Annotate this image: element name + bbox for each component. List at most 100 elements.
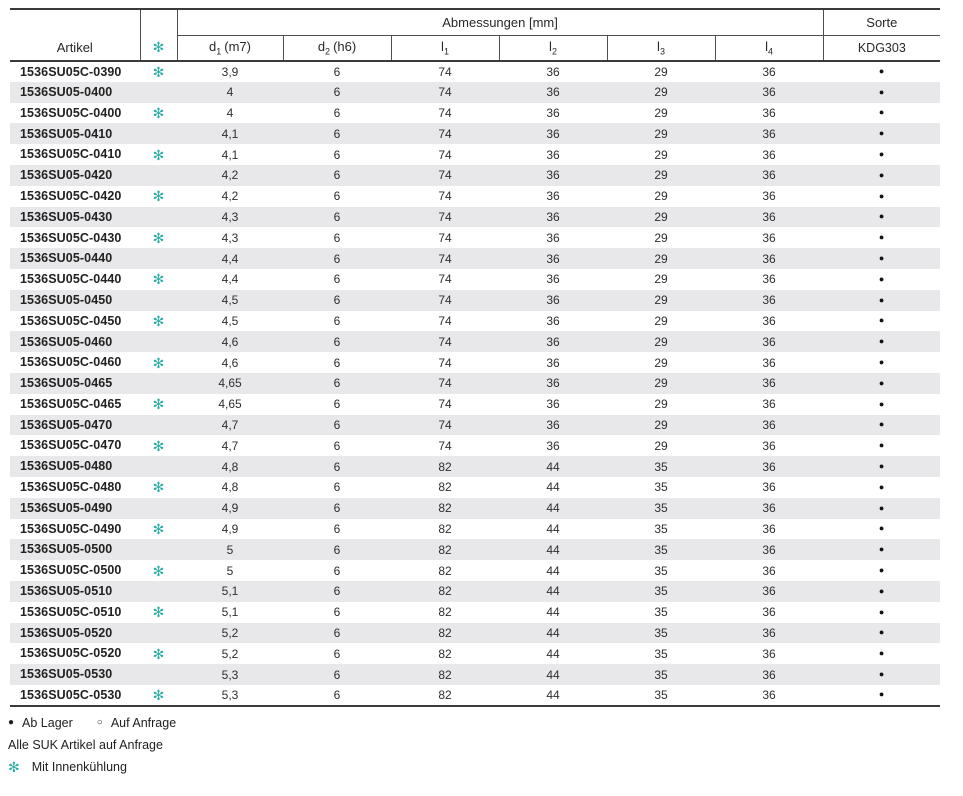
l1-cell: 82 [438, 646, 452, 661]
col-header-l3-base: l [657, 38, 660, 54]
table-row: 1536SU05-0410 4,1 6 74 36 29 36 ● [10, 123, 941, 145]
l2-cell: 36 [546, 230, 560, 245]
cooling-icon: ✻ [152, 604, 165, 621]
l4-cell: 36 [762, 147, 776, 162]
l3-cell: 35 [654, 584, 668, 599]
cooling-icon: ✻ [140, 684, 177, 707]
l4-cell: 36 [762, 376, 776, 391]
table-row: 1536SU05C-0440 ✻ 4,4 6 74 36 29 36 ● [10, 269, 940, 290]
artikel-cell: 1536SU05-0400 [20, 84, 113, 99]
l4-cell: 36 [762, 397, 776, 412]
l3-cell: 29 [654, 251, 668, 266]
l3-cell: 29 [654, 293, 668, 308]
col-header-l3-sub: 3 [659, 46, 665, 57]
l3-cell: 35 [654, 625, 668, 640]
cooling-column-header: ✻ [140, 8, 178, 62]
d2-cell: 6 [333, 85, 341, 100]
l4-cell: 36 [762, 584, 776, 599]
l2-cell: 44 [546, 521, 560, 536]
artikel-cell: 1536SU05C-0510 [20, 604, 122, 619]
sorte-sub-header: KDG303 [822, 35, 941, 62]
l3-cell: 35 [654, 480, 668, 495]
l1-cell: 74 [438, 105, 452, 120]
cooling-icon: ✻ [152, 271, 165, 288]
l1-cell: 74 [438, 397, 452, 412]
artikel-cell: 1536SU05-0420 [20, 168, 113, 183]
table-row: 1536SU05C-0500 ✻ 5 6 82 44 35 36 ● [10, 560, 940, 581]
sorte-cell: ● [878, 481, 885, 492]
l1-cell: 82 [438, 667, 452, 682]
l4-cell: 36 [762, 168, 776, 183]
l2-cell: 36 [546, 376, 560, 391]
sorte-cell: ● [878, 169, 885, 180]
l2-cell: 44 [546, 605, 560, 620]
table-row: 1536SU05-0470 4,7 6 74 36 29 36 ● [10, 414, 941, 436]
l3-cell: 29 [654, 313, 668, 328]
sorte-cell: ● [878, 565, 885, 576]
l4-cell: 36 [762, 417, 776, 432]
col-header-l1-sub: 1 [443, 46, 449, 57]
l2-cell: 44 [546, 667, 560, 682]
cooling-cell-empty [140, 165, 177, 186]
table-row: 1536SU05-0420 4,2 6 74 36 29 36 ● [10, 164, 941, 186]
l4-cell: 36 [762, 646, 776, 661]
l4-cell: 36 [762, 293, 776, 308]
d1-cell: 4,3 [221, 209, 239, 224]
cooling-cell-empty [140, 456, 177, 477]
l3-cell: 29 [654, 209, 668, 224]
sorte-cell: ● [878, 585, 885, 596]
cooling-icon: ✻ [152, 396, 165, 413]
l1-cell: 74 [438, 168, 452, 183]
d2-cell: 6 [333, 313, 341, 328]
l3-cell: 35 [654, 646, 668, 661]
legend-footer: ● Ab Lager ○ Auf Anfrage Alle SUK Artike… [8, 712, 963, 778]
col-header-l2-base: l [549, 38, 552, 54]
d2-cell: 6 [333, 230, 341, 245]
sorte-cell: ● [878, 190, 885, 201]
artikel-cell: 1536SU05C-0500 [20, 563, 122, 578]
l2-cell: 44 [546, 646, 560, 661]
l2-cell: 36 [546, 85, 560, 100]
l3-cell: 35 [654, 667, 668, 682]
d2-cell: 6 [333, 605, 341, 620]
l3-cell: 29 [654, 417, 668, 432]
cooling-icon: ✻ [152, 520, 165, 537]
l2-cell: 36 [546, 438, 560, 453]
sorte-cell: ● [878, 336, 885, 347]
table-row: 1536SU05-0530 5,3 6 82 44 35 36 ● [10, 664, 941, 685]
l4-cell: 36 [762, 64, 776, 79]
l4-cell: 36 [762, 85, 776, 100]
table-row: 1536SU05-0400 4 6 74 36 29 36 ● [10, 81, 941, 103]
d2-cell: 6 [333, 168, 341, 183]
d2-cell: 6 [333, 521, 341, 536]
l3-cell: 35 [654, 501, 668, 516]
col-header-d2: d2 (h6) [282, 35, 391, 62]
artikel-cell: 1536SU05C-0390 [20, 64, 122, 79]
d1-cell: 4,6 [221, 355, 239, 370]
l3-cell: 29 [654, 355, 668, 370]
d1-cell: 5 [226, 563, 234, 578]
d1-cell: 4,8 [221, 480, 239, 495]
l3-cell: 29 [654, 376, 668, 391]
table-row: 1536SU05-0500 5 6 82 44 35 36 ● [10, 539, 941, 561]
cooling-icon: ✻ [152, 146, 165, 163]
sorte-cell: ● [878, 502, 885, 513]
l2-cell: 44 [499, 684, 607, 707]
table-row: 1536SU05C-0460 ✻ 4,6 6 74 36 29 36 ● [10, 352, 940, 373]
l1-cell: 82 [438, 542, 452, 557]
d1-cell: 4,4 [221, 251, 239, 266]
artikel-cell: 1536SU05C-0430 [20, 230, 122, 245]
l1-cell: 82 [438, 501, 452, 516]
d1-cell: 4,6 [221, 334, 239, 349]
l1-cell: 74 [438, 189, 452, 204]
l3-cell: 29 [654, 105, 668, 120]
l1-cell: 82 [438, 625, 452, 640]
table-row: 1536SU05-0450 4,5 6 74 36 29 36 ● [10, 289, 941, 311]
d2-cell: 6 [333, 397, 341, 412]
table-row: 1536SU05C-0490 ✻ 4,9 6 82 44 35 36 ● [10, 519, 940, 540]
table-row: 1536SU05-0490 4,9 6 82 44 35 36 ● [10, 497, 941, 519]
d2-cell: 6 [333, 272, 341, 287]
sorte-cell: ● [878, 253, 885, 264]
table-row: 1536SU05C-0480 ✻ 4,8 6 82 44 35 36 ● [10, 477, 940, 498]
d1-cell: 4,9 [221, 521, 239, 536]
